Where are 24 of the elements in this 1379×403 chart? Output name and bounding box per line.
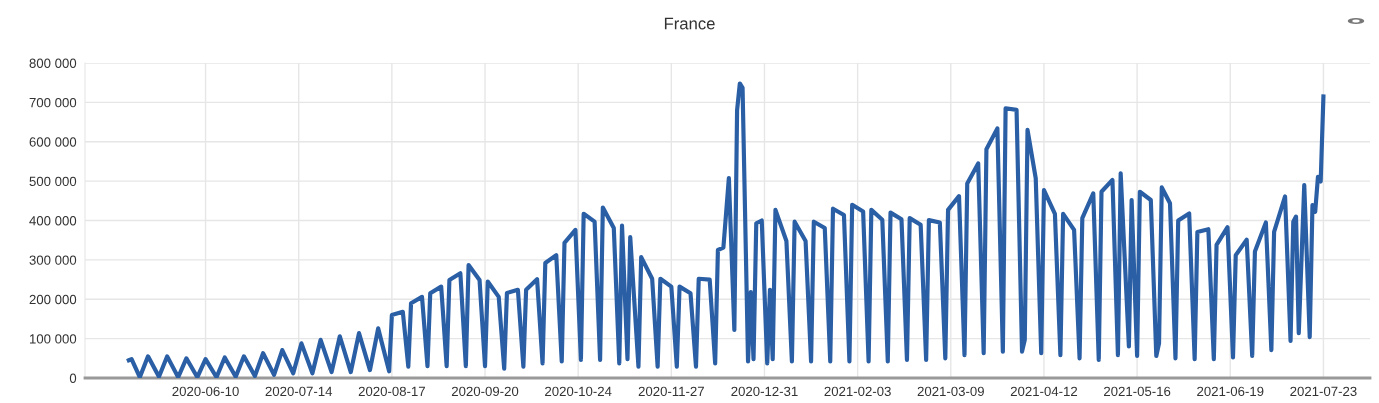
x-tick-label: 2021-05-16	[1104, 386, 1171, 397]
chart-title: France	[664, 17, 715, 30]
x-tick-label: 2020-07-14	[265, 386, 333, 397]
x-tick-label: 2020-06-10	[172, 386, 239, 397]
x-tick-label: 2021-02-03	[824, 386, 891, 397]
x-tick-label: 2020-12-31	[731, 386, 798, 397]
x-tick-label: 2020-11-27	[638, 386, 704, 397]
y-tick-label: 200 000	[29, 294, 77, 305]
x-tick-label: 2021-04-12	[1010, 386, 1078, 397]
x-tick-label: 2020-10-24	[545, 386, 612, 397]
line-series	[126, 81, 1326, 378]
y-tick-label: 0	[69, 373, 77, 383]
x-tick-label: 2021-07-23	[1290, 386, 1357, 397]
y-tick-label: 400 000	[29, 216, 77, 226]
y-tick-label: 700 000	[29, 97, 77, 108]
x-tick-label: 2020-08-17	[358, 386, 425, 397]
y-tick-label: 800 000	[29, 58, 77, 68]
x-tick-label: 2021-06-19	[1197, 386, 1264, 397]
y-tick-label: 300 000	[29, 255, 77, 265]
y-tick-label: 500 000	[29, 176, 77, 187]
y-tick-label: 100 000	[29, 334, 77, 344]
y-tick-label: 600 000	[29, 137, 77, 147]
x-tick-label: 2020-09-20	[451, 386, 519, 397]
x-tick-label: 2021-03-09	[917, 386, 984, 397]
